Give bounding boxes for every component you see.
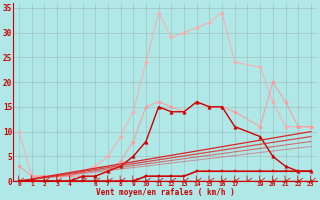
X-axis label: Vent moyen/en rafales ( km/h ): Vent moyen/en rafales ( km/h ) [96,188,234,197]
